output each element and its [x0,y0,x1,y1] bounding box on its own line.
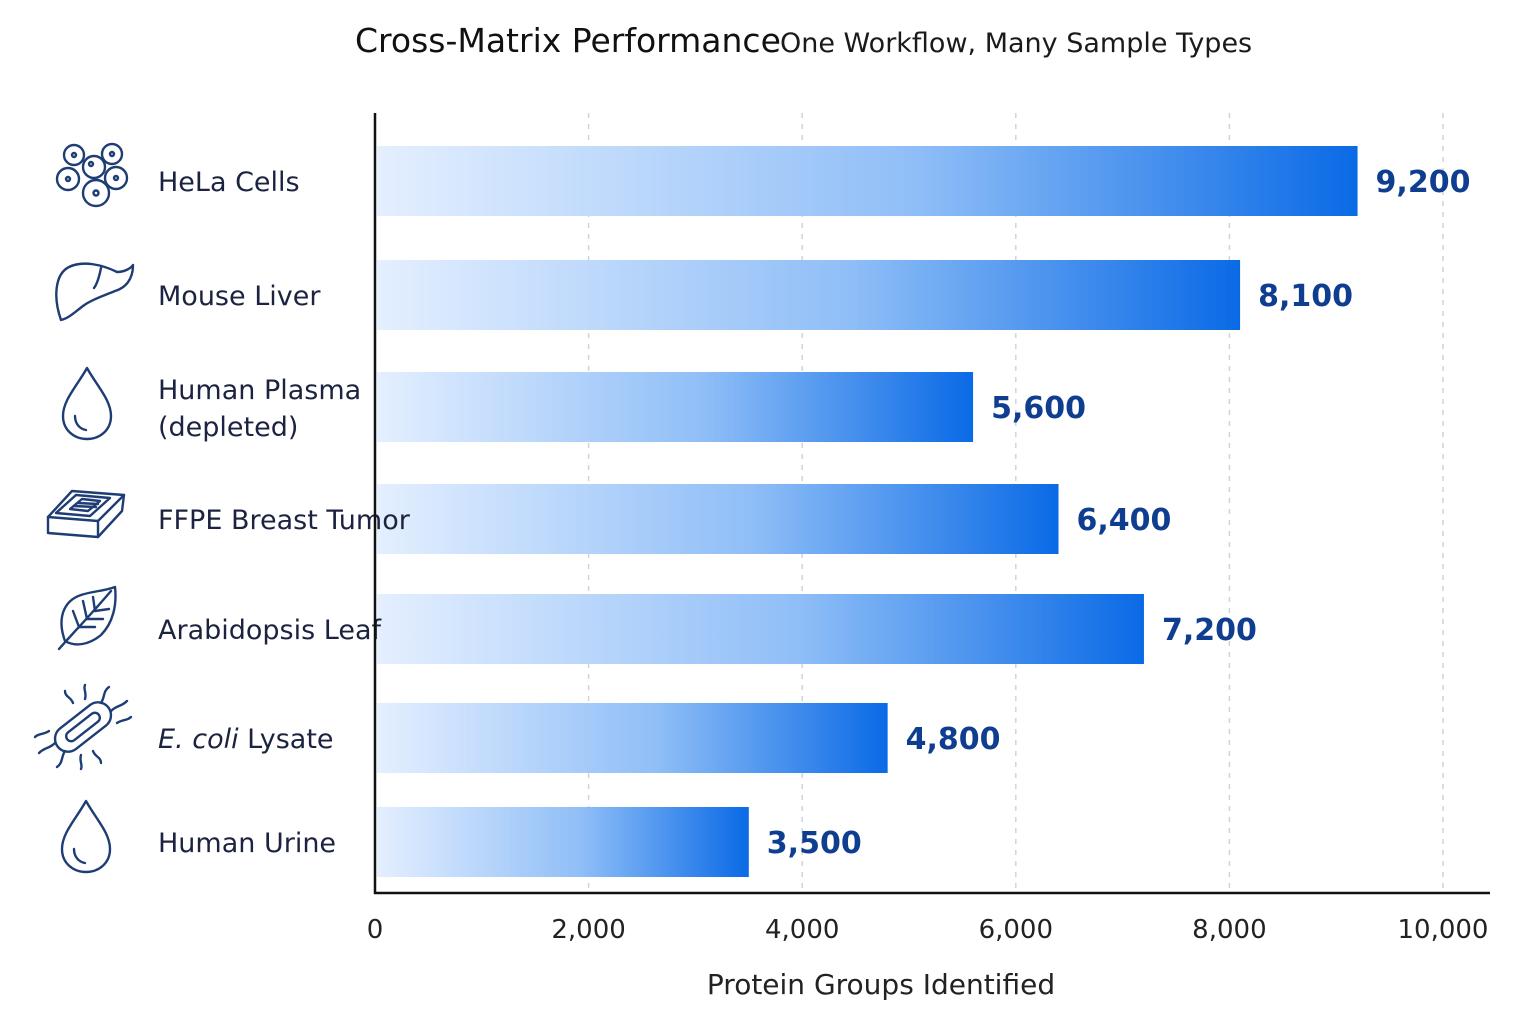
bar [377,807,749,877]
bars [377,146,1358,877]
droplet-icon [61,366,113,441]
chart-subtitle: One Workflow, Many Sample Types [780,28,1252,59]
bar [377,372,974,442]
category-labels: HeLa Cells Mouse Liver Human Plasma (deplet… [158,167,411,859]
liver-icon [55,262,135,322]
tissue-cassette-icon [46,489,126,539]
x-tick-label: 4,000 [765,915,839,945]
x-tick-labels: 0 2,000 4,000 6,000 8,000 10,000 [367,915,1489,945]
category-label: E. coli Lysate [158,724,334,755]
chart-title: Cross-Matrix Performance [355,21,781,60]
bar [377,146,1358,216]
value-labels: 9,200 8,100 5,600 6,400 7,200 4,800 3,500 [767,165,1471,861]
droplet-icon [60,799,112,874]
bar [377,484,1059,554]
category-label: FFPE Breast Tumor [158,505,411,536]
category-label: Human Plasma [158,375,361,406]
value-label: 9,200 [1376,165,1471,200]
x-tick-label: 8,000 [1192,915,1266,945]
bacterium-icon [33,683,133,771]
category-label: Arabidopsis Leaf [158,615,382,646]
value-label: 3,500 [767,826,862,861]
category-label: (depleted) [158,412,298,443]
bar [377,703,888,773]
leaf-icon [57,585,117,651]
value-label: 8,100 [1258,279,1353,314]
bar [377,260,1241,330]
category-label: Mouse Liver [158,281,321,312]
x-tick-label: 0 [367,915,384,945]
x-tick-label: 2,000 [551,915,625,945]
category-label: Human Urine [158,828,336,859]
x-axis-title: Protein Groups Identified [707,968,1055,1001]
bar [377,594,1144,664]
category-icons [33,142,135,874]
category-label: HeLa Cells [158,167,300,198]
value-label: 7,200 [1162,613,1257,648]
x-tick-label: 10,000 [1398,915,1489,945]
value-label: 6,400 [1077,503,1172,538]
cells-icon [55,142,129,208]
value-label: 5,600 [991,391,1086,426]
x-tick-label: 6,000 [979,915,1053,945]
value-label: 4,800 [906,722,1001,757]
